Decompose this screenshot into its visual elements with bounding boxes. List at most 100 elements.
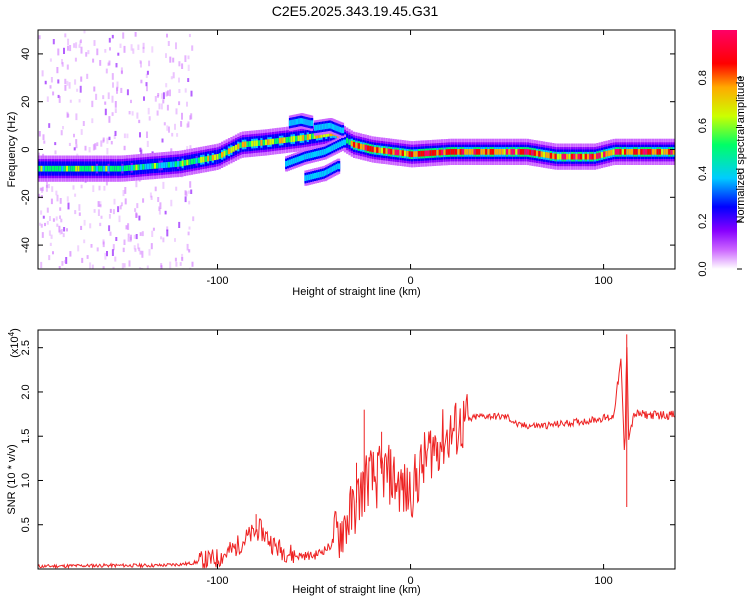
ridge-cell <box>510 149 513 155</box>
noise-speck <box>99 60 102 66</box>
noise-speck <box>105 68 108 74</box>
ridge-cell <box>672 149 675 155</box>
branch-cell <box>308 174 312 181</box>
noise-speck <box>59 198 62 204</box>
noise-speck <box>138 119 141 124</box>
noise-speck <box>130 234 132 241</box>
branch-cell <box>327 147 331 153</box>
noise-speck <box>44 80 47 85</box>
noise-speck <box>106 137 109 144</box>
ridge-cell <box>364 144 367 151</box>
ridge-cell <box>390 148 393 155</box>
branch-cell <box>339 141 343 148</box>
noise-speck <box>112 266 115 269</box>
noise-speck <box>133 245 136 250</box>
noise-speck <box>158 208 161 215</box>
ridge-cell <box>519 149 522 155</box>
noise-speck <box>48 255 51 261</box>
ridge-cell <box>422 150 425 157</box>
noise-speck <box>50 77 53 83</box>
ridge-cell <box>450 149 453 155</box>
noise-speck <box>66 80 69 86</box>
noise-speck <box>190 90 193 97</box>
x-tick-label: 0 <box>407 275 413 287</box>
ridge-cell <box>401 150 404 156</box>
noise-speck <box>154 186 157 192</box>
noise-speck <box>66 64 69 70</box>
noise-speck <box>55 190 58 196</box>
noise-speck <box>166 125 169 131</box>
noise-speck <box>68 142 71 146</box>
noise-speck <box>78 212 81 216</box>
colorbar-tick-label: 0.4 <box>697 166 709 181</box>
noise-speck <box>80 39 82 44</box>
noise-speck <box>102 137 105 142</box>
noise-speck <box>74 79 77 85</box>
ridge-cell <box>524 149 527 155</box>
noise-speck <box>142 46 145 53</box>
noise-speck <box>189 181 192 188</box>
noise-speck <box>135 234 138 240</box>
ridge-cell <box>399 150 402 156</box>
noise-speck <box>95 93 98 100</box>
noise-speck <box>117 206 120 213</box>
noise-speck <box>39 187 42 191</box>
noise-speck <box>148 249 151 256</box>
noise-speck <box>140 61 142 68</box>
branch-cell <box>306 174 310 181</box>
ridge-cell <box>211 154 214 161</box>
noise-speck <box>114 108 117 113</box>
ridge-cell <box>480 149 483 155</box>
ridge-cell <box>647 149 650 155</box>
noise-speck <box>166 104 169 111</box>
branch-cell <box>294 157 298 164</box>
noise-speck <box>187 78 190 82</box>
noise-speck <box>181 257 184 262</box>
ridge-cell <box>105 165 108 172</box>
noise-speck <box>187 64 190 71</box>
noise-speck <box>60 130 63 136</box>
ridge-cell <box>299 135 302 141</box>
noise-speck <box>190 113 193 120</box>
ridge-cell <box>61 165 64 172</box>
ridge-cell <box>38 165 41 172</box>
ridge-cell <box>102 165 106 172</box>
noise-speck <box>104 252 107 260</box>
ridge-cell <box>355 142 358 149</box>
y-axis-label: Frequency (Hz) <box>6 112 18 188</box>
ridge-cell <box>42 165 45 172</box>
noise-speck <box>92 185 95 192</box>
noise-speck <box>130 99 132 104</box>
noise-speck <box>187 55 190 60</box>
noise-speck <box>112 244 115 251</box>
noise-speck <box>102 239 105 245</box>
ridge-cell <box>496 149 499 155</box>
ridge-cell <box>357 143 360 149</box>
noise-speck <box>157 93 160 97</box>
ridge-cell <box>670 149 673 155</box>
ridge-cell <box>587 153 590 160</box>
ridge-cell <box>561 153 564 160</box>
ridge-cell <box>214 154 217 161</box>
noise-speck <box>145 73 148 78</box>
noise-speck <box>72 185 75 190</box>
ridge-cell <box>424 150 427 157</box>
noise-speck <box>80 76 83 82</box>
noise-speck <box>91 118 94 124</box>
noise-speck <box>171 132 174 137</box>
noise-speck <box>107 62 110 66</box>
noise-speck <box>166 33 168 38</box>
noise-speck <box>46 180 48 188</box>
y-tick-label: 2.5 <box>20 340 32 355</box>
noise-speck <box>123 145 126 151</box>
ridge-cell <box>54 165 57 172</box>
noise-speck <box>93 86 96 92</box>
ridge-cell <box>466 149 469 155</box>
ridge-cell <box>610 149 613 156</box>
noise-speck <box>57 94 60 98</box>
ridge-cell <box>244 141 247 148</box>
ridge-cell <box>82 165 85 172</box>
branch-cell <box>304 175 308 181</box>
noise-speck <box>178 221 181 228</box>
noise-speck <box>178 89 181 93</box>
